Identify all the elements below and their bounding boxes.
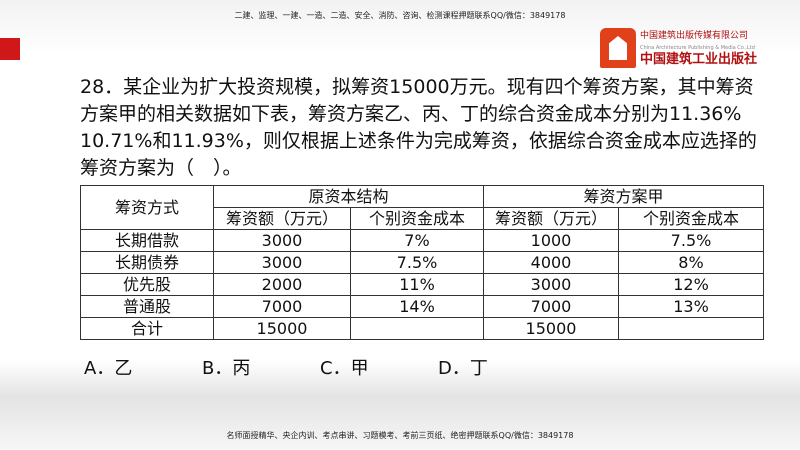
subheader-cell: 筹资额（万元） [213,207,351,230]
table-row: 长期债券 3000 7.5% 4000 8% [80,251,764,274]
table-row: 普通股 7000 14% 7000 13% [80,295,764,318]
subheader-cell: 个别资金成本 [618,207,764,230]
table-cell: 11% [350,273,484,296]
table-cell: 长期债券 [80,251,214,274]
header-cell: 筹资方案甲 [483,185,764,208]
table-cell: 优先股 [80,273,214,296]
table-cell: 长期借款 [80,229,214,252]
option-b[interactable]: B．丙 [202,358,251,379]
option-a[interactable]: A．乙 [84,358,133,379]
red-accent-bar [0,38,20,60]
table-cell: 合计 [80,317,214,340]
option-c[interactable]: C．甲 [320,358,369,379]
data-table: 筹资方式 原资本结构 筹资方案甲 筹资额（万元） 个别资金成本 筹资额（万元） … [80,185,764,340]
table-cell: 7.5% [350,251,484,274]
table-row: 合计 15000 15000 [80,317,764,340]
answer-options: A．乙 B．丙 C．甲 D．丁 [84,354,556,380]
table-cell: 3000 [483,273,619,296]
table-cell: 15000 [213,317,351,340]
table-cell [618,317,764,340]
table-cell: 7000 [483,295,619,318]
table-cell: 1000 [483,229,619,252]
logo-brand: 中国建筑工业出版社 [640,52,758,67]
table-cell: 3000 [213,229,351,252]
table-cell: 13% [618,295,764,318]
question-text: 28．某企业为扩大投资规模，拟筹资15000万元。现有四个筹资方案，其中筹资方案… [80,76,757,179]
table-row: 长期借款 3000 7% 1000 7.5% [80,229,764,252]
logo-cn: 中国建筑出版传媒有限公司 [640,31,749,41]
option-d[interactable]: D．丁 [438,358,488,379]
logo-en: China Architecture Publishing & Media Co… [640,45,755,51]
table-cell: 15000 [483,317,619,340]
publisher-logo: 中国建筑出版传媒有限公司 China Architecture Publishi… [600,28,757,68]
table-cell: 7% [350,229,484,252]
footer-note: 名师面授精华、央企内训、考点串讲、习题模考、考前三页纸、绝密押题联系QQ/微信：… [226,431,574,440]
header-cell: 原资本结构 [213,185,484,208]
table-cell: 8% [618,251,764,274]
subheader-cell: 个别资金成本 [350,207,484,230]
subheader-cell: 筹资额（万元） [483,207,619,230]
table-cell: 3000 [213,251,351,274]
header-cell: 筹资方式 [80,185,214,230]
table-cell: 14% [350,295,484,318]
logo-icon [600,28,636,68]
table-cell: 2000 [213,273,351,296]
table-cell: 12% [618,273,764,296]
table-cell [350,317,484,340]
table-row: 优先股 2000 11% 3000 12% [80,273,764,296]
table-cell: 7.5% [618,229,764,252]
header-note: 二建、监理、一建、一造、二造、安全、消防、咨询、检测课程押题联系QQ/微信：38… [234,11,566,20]
table-cell: 普通股 [80,295,214,318]
table-cell: 4000 [483,251,619,274]
table-cell: 7000 [213,295,351,318]
